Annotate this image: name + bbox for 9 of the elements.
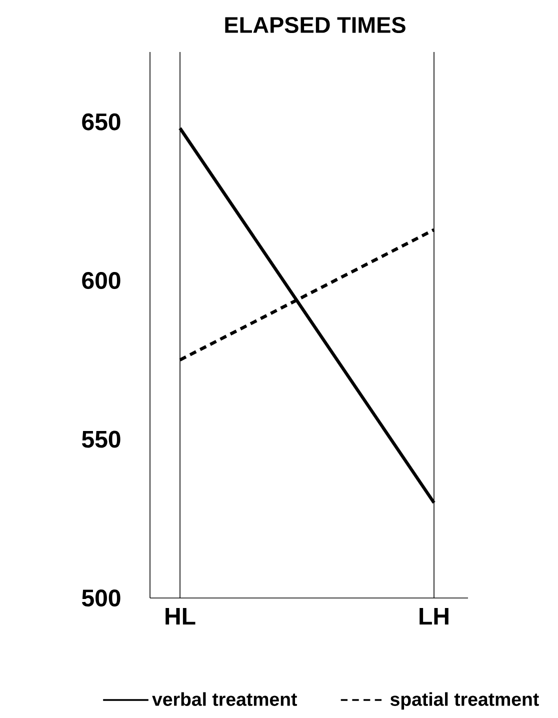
y-tick-label: 600 <box>82 272 120 290</box>
legend-label: spatial treatment <box>390 692 539 710</box>
chart-title: ELAPSED TIMES <box>225 16 406 34</box>
legend-label: verbal treatment <box>152 692 297 706</box>
x-tick-label: HL <box>166 608 196 625</box>
x-tick-label: LH <box>420 608 448 625</box>
y-tick-label: 650 <box>82 113 120 130</box>
y-tick-label: 550 <box>82 430 120 448</box>
y-tick-label: 500 <box>82 589 120 606</box>
